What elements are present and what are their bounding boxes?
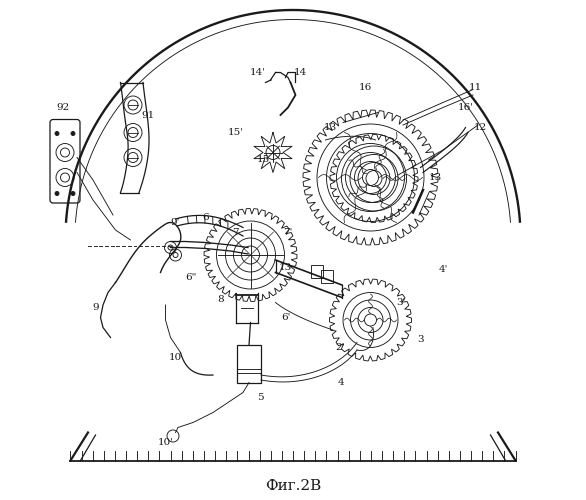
Text: 13: 13 — [429, 173, 442, 182]
Text: 4': 4' — [438, 266, 448, 274]
Text: 10: 10 — [169, 353, 182, 362]
Text: 9: 9 — [92, 303, 99, 312]
Text: 6: 6 — [202, 213, 209, 222]
Text: 10': 10' — [158, 438, 173, 447]
Text: 3': 3' — [396, 298, 405, 307]
Text: 15': 15' — [227, 128, 244, 137]
Text: 92: 92 — [56, 103, 70, 112]
Text: 2': 2' — [336, 343, 345, 352]
Bar — [321, 270, 333, 282]
Text: 9': 9' — [171, 218, 180, 227]
Circle shape — [55, 192, 59, 196]
Text: 6": 6" — [185, 273, 196, 282]
Bar — [237, 345, 261, 383]
Text: 13: 13 — [324, 123, 337, 132]
Text: 15: 15 — [257, 156, 270, 164]
Text: 14: 14 — [294, 68, 307, 77]
Text: 11: 11 — [469, 83, 482, 92]
Text: 16': 16' — [458, 103, 473, 112]
Circle shape — [71, 192, 75, 196]
Text: 8: 8 — [217, 296, 224, 304]
Circle shape — [71, 132, 75, 136]
Bar — [311, 264, 323, 278]
Text: Фиг.2В: Фиг.2В — [265, 479, 321, 493]
Text: 7': 7' — [283, 228, 292, 237]
Text: 13: 13 — [279, 263, 292, 272]
Text: 14': 14' — [250, 68, 266, 77]
Text: 5: 5 — [257, 393, 264, 402]
Text: 7: 7 — [232, 228, 239, 237]
Text: 16: 16 — [359, 83, 372, 92]
Text: 4: 4 — [337, 378, 344, 387]
Text: 3: 3 — [417, 336, 424, 344]
Text: 6': 6' — [281, 313, 290, 322]
Text: 12: 12 — [474, 123, 487, 132]
Text: 91: 91 — [141, 110, 155, 120]
Circle shape — [55, 132, 59, 136]
